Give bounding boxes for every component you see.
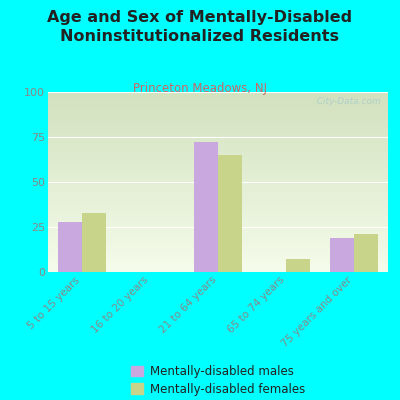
- Bar: [82, 213, 106, 272]
- Bar: [218, 155, 242, 272]
- Bar: [58, 222, 82, 272]
- Text: Age and Sex of Mentally-Disabled
Noninstitutionalized Residents: Age and Sex of Mentally-Disabled Noninst…: [48, 10, 352, 44]
- Text: City-Data.com: City-Data.com: [312, 97, 381, 106]
- Legend: Mentally-disabled males, Mentally-disabled females: Mentally-disabled males, Mentally-disabl…: [131, 365, 305, 396]
- Bar: [354, 234, 378, 272]
- Bar: [194, 142, 218, 272]
- Bar: [330, 238, 354, 272]
- Bar: [286, 260, 310, 272]
- Text: Princeton Meadows, NJ: Princeton Meadows, NJ: [133, 82, 267, 95]
